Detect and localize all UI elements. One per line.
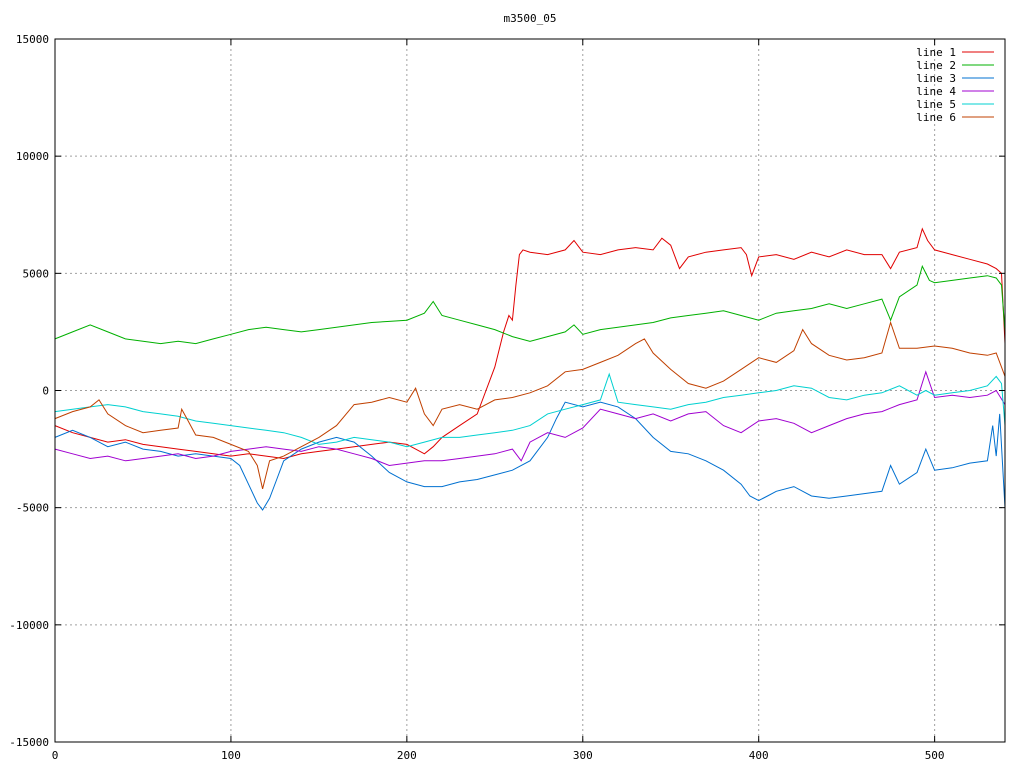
series-line-3 <box>54 401 1006 511</box>
x-tick-label: 400 <box>749 749 769 762</box>
legend-label-6: line 6 <box>916 111 956 124</box>
legend-label-1: line 1 <box>916 46 956 59</box>
chart-title: m3500_05 <box>504 12 557 25</box>
x-tick-label: 200 <box>397 749 417 762</box>
y-tick-label: 15000 <box>16 33 49 46</box>
series-line-2 <box>54 264 1006 345</box>
legend-label-4: line 4 <box>916 85 956 98</box>
legend-label-5: line 5 <box>916 98 956 111</box>
legend-label-3: line 3 <box>916 72 956 85</box>
y-tick-label: 10000 <box>16 150 49 163</box>
tick-layer: 0 100 200 300 400 500 -15000 -10000 -5000 0 5000 10… <box>9 33 1005 762</box>
legend-label-2: line 2 <box>916 59 956 72</box>
y-tick-label: -5000 <box>16 502 49 515</box>
x-tick-label: 100 <box>221 749 241 762</box>
y-tick-label: 0 <box>42 385 49 398</box>
series-line-6 <box>54 320 1006 490</box>
x-tick-label: 0 <box>52 749 59 762</box>
y-tick-label: -15000 <box>9 736 49 749</box>
x-tick-label: 500 <box>925 749 945 762</box>
series-line-5 <box>54 372 1006 448</box>
x-tick-label: 300 <box>573 749 593 762</box>
series-layer <box>54 227 1006 511</box>
series-line-4 <box>54 370 1006 467</box>
series-line-1 <box>54 227 1006 460</box>
y-tick-label: -10000 <box>9 619 49 632</box>
grid-lines <box>55 39 1005 742</box>
y-tick-label: 5000 <box>23 267 50 280</box>
